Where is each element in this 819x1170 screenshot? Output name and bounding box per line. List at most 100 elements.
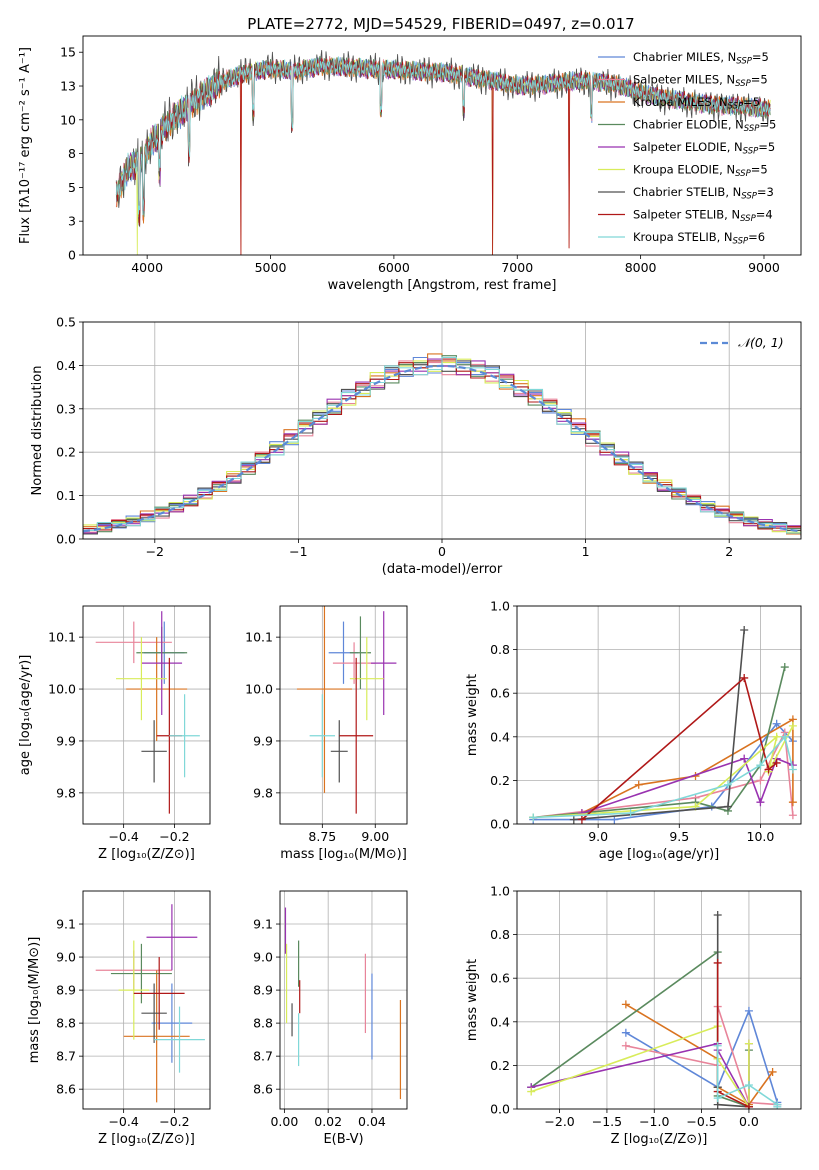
- y-tick-label: 0.0: [490, 817, 510, 832]
- legend-entry-tail: =5: [752, 50, 769, 64]
- error-bar-8: [133, 957, 185, 1030]
- y-tick-label: 9.8: [56, 785, 76, 800]
- error-bar-2: [95, 621, 172, 664]
- weight-marker: [756, 776, 765, 785]
- y-tick-label: 3: [68, 214, 76, 229]
- legend-entry-subscript: SSP: [741, 192, 757, 202]
- error-bar-3: [126, 637, 188, 741]
- y-tick-label: 0.2: [490, 773, 510, 788]
- x-tick-label: 9.5: [669, 829, 689, 844]
- x-tick-label: 9000: [748, 260, 780, 275]
- x-tick-label: 0.04: [358, 1114, 386, 1129]
- legend-entry-subscript: SSP: [736, 57, 752, 67]
- x-tick-label: −1.5: [592, 1114, 622, 1129]
- legend-entry-subscript: SSP: [740, 214, 756, 224]
- weight-marker: [634, 780, 643, 789]
- axes-frame: [82, 890, 211, 1110]
- x-tick-label: 1: [582, 544, 590, 559]
- y-axis-label: mass weight: [465, 674, 480, 756]
- y-tick-label: 0.1: [56, 488, 76, 503]
- weight-line-6: [530, 1025, 750, 1109]
- legend-entry-4: Chabrier ELODIE, NSSP=5: [633, 118, 776, 135]
- error-bar-6: [116, 637, 167, 721]
- y-tick-label: 0.8: [490, 927, 510, 942]
- x-tick-label: 4000: [131, 260, 163, 275]
- axes-frame: [82, 321, 802, 540]
- y-tick-label: 5: [68, 180, 76, 195]
- error-bar-4: [110, 943, 172, 1004]
- legend-entry-subscript: SSP: [735, 79, 751, 89]
- legend-entry-8: Salpeter STELIB, NSSP=4: [633, 208, 773, 225]
- legend-entry-subscript: SSP: [733, 237, 749, 247]
- gaussian-reference-curve: [83, 364, 801, 533]
- axes-frame: [516, 890, 802, 1110]
- x-tick-label: −1.0: [639, 1114, 669, 1129]
- legend-entry-main: Kroupa STELIB, N: [633, 230, 733, 244]
- y-tick-label: 9.9: [253, 733, 273, 748]
- error-bar-9: [154, 1006, 205, 1073]
- x-tick-label: −2.0: [544, 1114, 574, 1129]
- weight-line-3: [625, 1003, 774, 1106]
- residuals-panel: −2 −1 0 1 2 0.0 0.1 0.2 0.3 0.4 0.5 (data-model)/er…: [30, 315, 802, 577]
- weight-line-5: [581, 757, 794, 814]
- weight-marker: [756, 798, 765, 807]
- axes-frame: [516, 605, 802, 825]
- plot-area: [95, 904, 205, 1103]
- y-tick-label: 8.7: [253, 1049, 273, 1064]
- x-tick-label: 0.00: [270, 1114, 298, 1129]
- y-tick-label: 8.7: [56, 1049, 76, 1064]
- weight-marker: [740, 754, 749, 763]
- y-tick-label: 8.6: [253, 1082, 273, 1097]
- y-tick-label: 0.6: [490, 686, 510, 701]
- legend-entry-2: Salpeter MILES, NSSP=5: [633, 73, 768, 90]
- legend-entry-tail: =5: [743, 95, 760, 109]
- legend-entry-tail: =3: [757, 185, 774, 199]
- y-tick-label: 10: [60, 112, 76, 127]
- y-tick-label: 10.1: [245, 630, 273, 645]
- x-tick-label: −0.5: [686, 1114, 716, 1129]
- error-bar-9: [169, 694, 200, 778]
- plot-area: [95, 611, 200, 814]
- weight-marker: [772, 732, 781, 741]
- y-tick-label: 8.9: [253, 983, 273, 998]
- legend-entry-main: Kroupa MILES, N: [633, 95, 728, 109]
- y-tick-label: 10.1: [48, 630, 76, 645]
- plot-area: [529, 625, 797, 824]
- x-tick-label: 9.00: [361, 829, 389, 844]
- plot-area: [284, 907, 402, 1100]
- weight-marker: [744, 1039, 753, 1048]
- x-axis-label: (data-model)/error: [382, 562, 503, 577]
- y-axis-label: Flux [fλ10⁻¹⁷ erg cm⁻² s⁻¹ A⁻¹]: [18, 47, 33, 244]
- error-bar-1: [151, 983, 193, 1063]
- y-tick-label: 0.4: [490, 1014, 510, 1029]
- y-tick-label: 8.6: [56, 1082, 76, 1097]
- legend-entry-1: Chabrier MILES, NSSP=5: [633, 50, 769, 67]
- x-tick-label: 8.75: [308, 829, 336, 844]
- error-bar-4: [349, 616, 372, 690]
- weight-marker: [740, 625, 749, 634]
- error-bar-5: [141, 611, 183, 715]
- weight-marker: [772, 719, 781, 728]
- legend-entry-main: Salpeter MILES, N: [633, 73, 735, 87]
- weight-line-9: [533, 735, 794, 819]
- weight-marker: [780, 732, 789, 741]
- y-tick-label: 13: [60, 79, 76, 94]
- axes-frame: [279, 605, 408, 825]
- x-axis-label: E(B-V): [323, 1132, 363, 1147]
- x-tick-label: 0.02: [314, 1114, 342, 1129]
- spectrum-panel: 4000 5000 6000 7000 8000 9000 0 3 5 8 10 13 15 wavele…: [18, 35, 802, 293]
- weight-marker: [723, 780, 732, 789]
- plot-area: [527, 910, 782, 1109]
- error-bar-7: [141, 720, 167, 783]
- legend-entry-subscript: SSP: [735, 169, 751, 179]
- mass-weight-vs-age-panel: 9.0 9.5 10.0 0.0 0.2 0.4 0.6 0.8 1.0 age [log₁₀(a…: [465, 599, 802, 862]
- weight-marker: [713, 1094, 722, 1103]
- y-tick-label: 0.5: [56, 315, 76, 330]
- weight-marker: [569, 815, 578, 824]
- plot-area: [296, 606, 397, 814]
- weight-marker: [788, 811, 797, 820]
- weight-marker: [772, 758, 781, 767]
- x-axis-label: Z [log₁₀(Z/Z⊙)]: [611, 1132, 708, 1147]
- legend-entry-tail: =5: [751, 163, 768, 177]
- axes-frame: [279, 890, 408, 1110]
